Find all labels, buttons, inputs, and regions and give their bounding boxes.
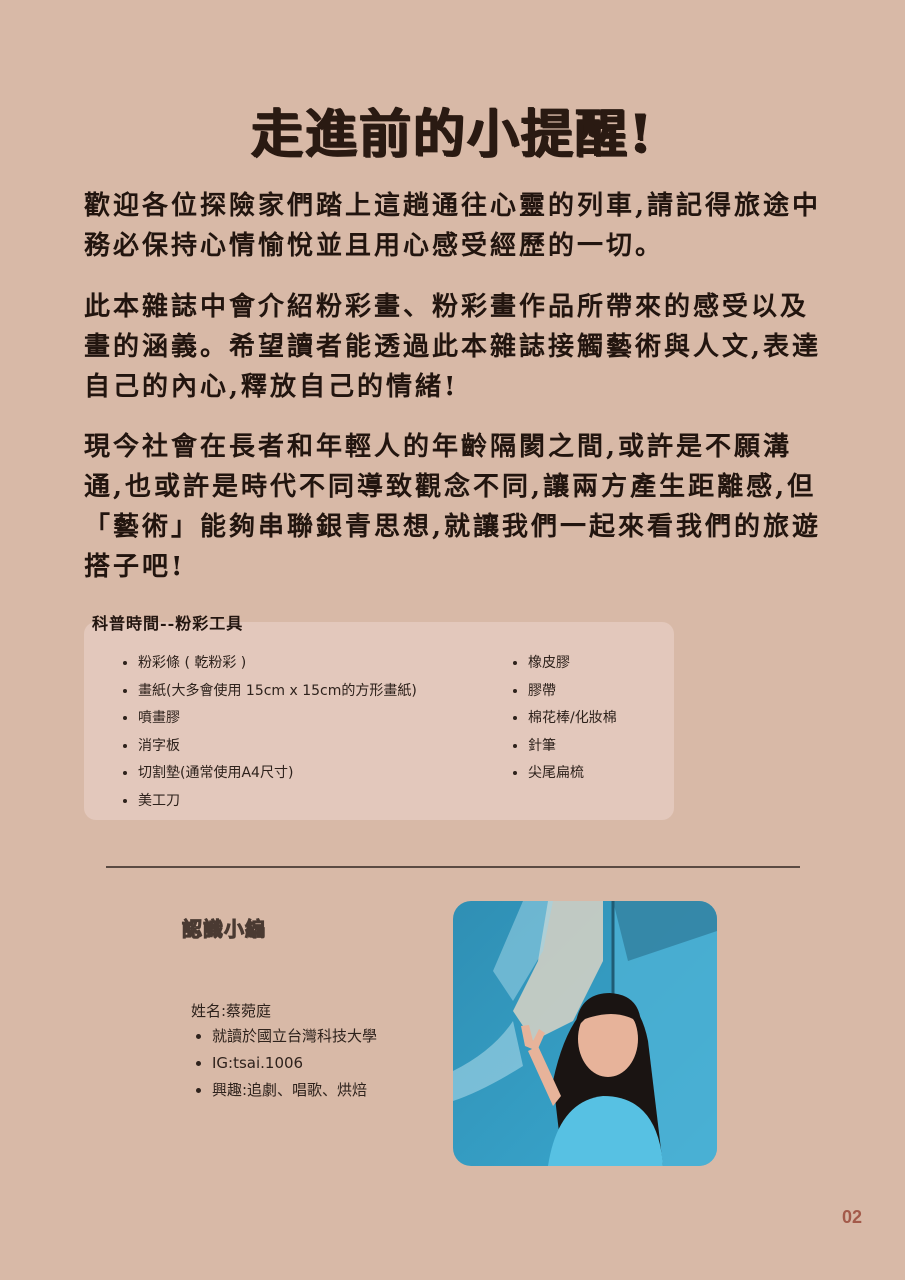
list-item: 尖尾扁梳: [528, 762, 617, 790]
editor-details: 就讀於國立台灣科技大學 IG:tsai.1006 興趣:追劇、唱歌、烘焙: [192, 1024, 377, 1105]
photo-illustration: [453, 901, 717, 1166]
list-item: 噴畫膠: [138, 707, 417, 735]
list-item: 就讀於國立台灣科技大學: [212, 1024, 377, 1051]
list-item: 橡皮膠: [528, 652, 617, 680]
intro-paragraph-2: 此本雜誌中會介紹粉彩畫、粉彩畫作品所帶來的感受以及畫的涵義。希望讀者能透過此本雜…: [84, 292, 822, 402]
tools-heading: 科普時間--粉彩工具: [92, 614, 244, 633]
list-item: 粉彩條 ( 乾粉彩 ): [138, 652, 417, 680]
list-item: IG:tsai.1006: [212, 1051, 377, 1078]
editor-name: 姓名:蔡菀庭: [191, 1002, 272, 1020]
page-number: 02: [842, 1207, 863, 1227]
list-item: 消字板: [138, 735, 417, 763]
section-divider: [106, 866, 800, 868]
list-item: 美工刀: [138, 790, 417, 818]
tools-list-left: 粉彩條 ( 乾粉彩 ) 畫紙(大多會使用 15cm x 15cm的方形畫紙) 噴…: [118, 652, 417, 817]
intro-paragraph-3: 現今社會在長者和年輕人的年齡隔閡之間,或許是不願溝通,也或許是時代不同導致觀念不…: [84, 432, 822, 582]
page-title: 走進前的小提醒!: [251, 104, 654, 165]
list-item: 切割墊(通常使用A4尺寸): [138, 762, 417, 790]
intro-paragraph-1: 歡迎各位探險家們踏上這趟通往心靈的列車,請記得旅途中務必保持心情愉悅並且用心感受…: [84, 191, 822, 261]
list-item: 畫紙(大多會使用 15cm x 15cm的方形畫紙): [138, 680, 417, 708]
list-item: 興趣:追劇、唱歌、烘焙: [212, 1078, 377, 1105]
tools-list-right: 橡皮膠 膠帶 棉花棒/化妝棉 針筆 尖尾扁梳: [508, 652, 617, 790]
editor-photo: [453, 901, 717, 1166]
tools-panel: 粉彩條 ( 乾粉彩 ) 畫紙(大多會使用 15cm x 15cm的方形畫紙) 噴…: [84, 622, 674, 820]
editor-heading: 認識小編: [182, 917, 266, 942]
list-item: 膠帶: [528, 680, 617, 708]
list-item: 棉花棒/化妝棉: [528, 707, 617, 735]
list-item: 針筆: [528, 735, 617, 763]
